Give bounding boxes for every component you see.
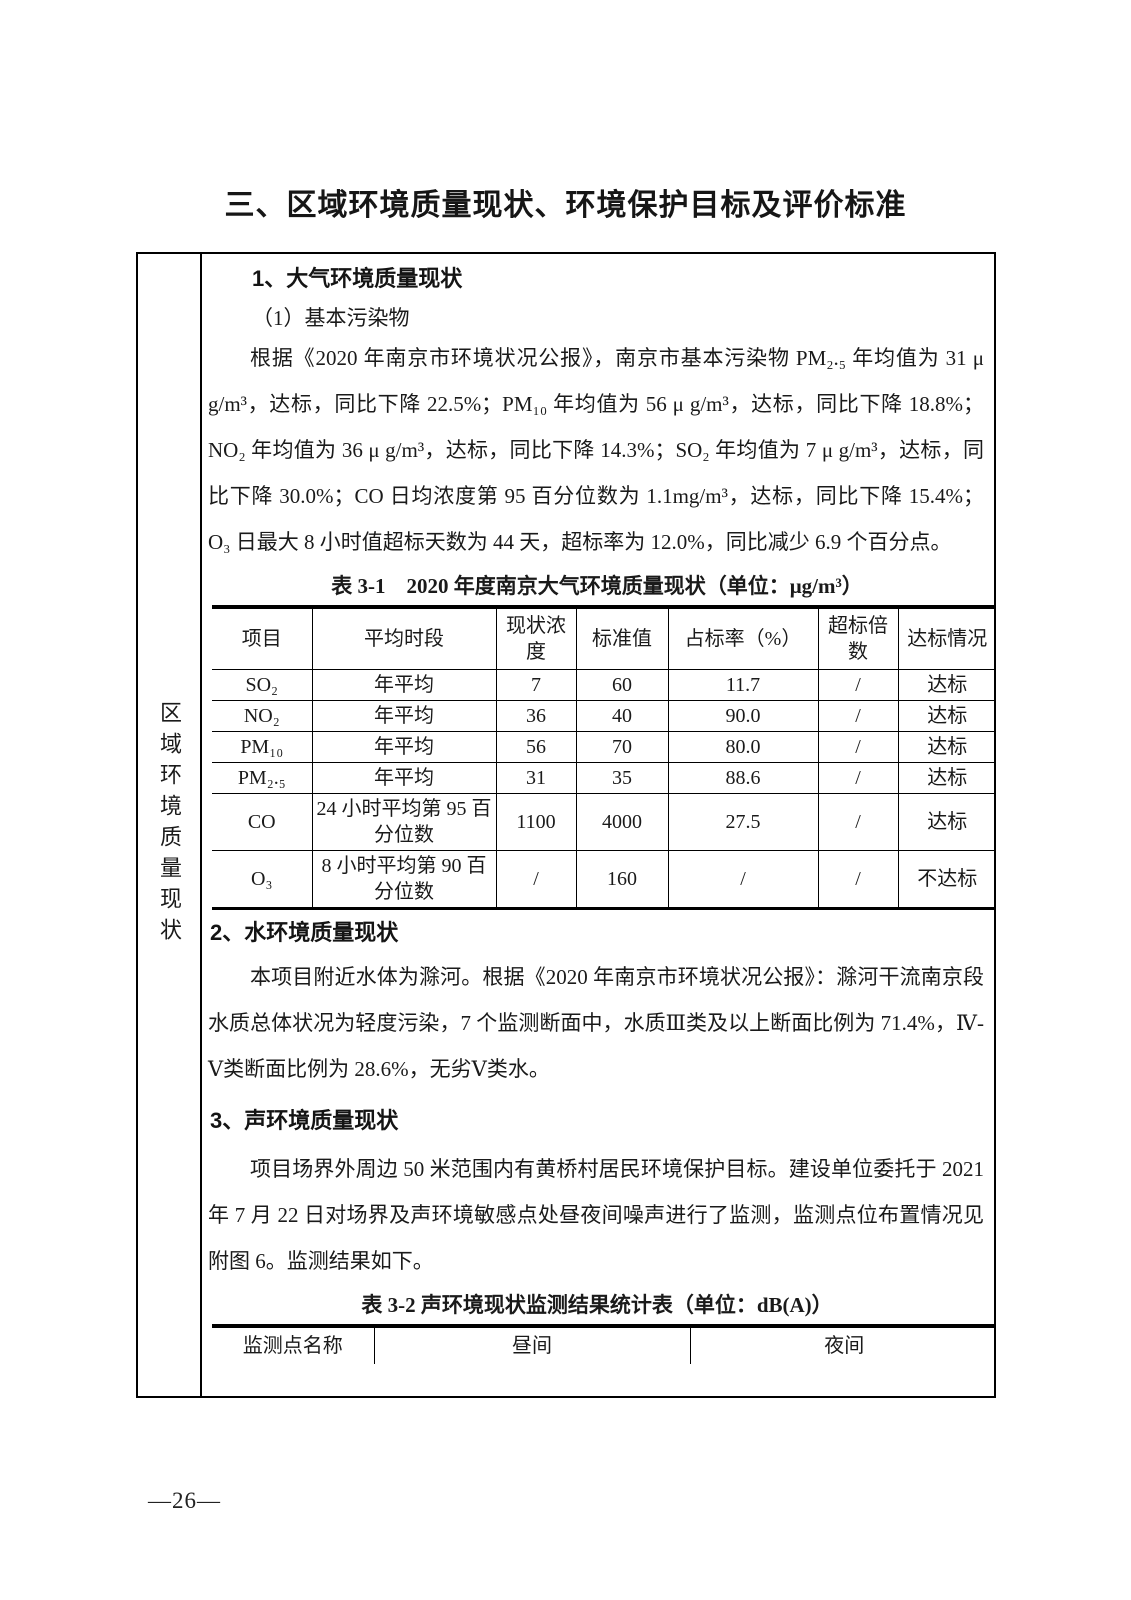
table-cell: 36 [495,699,577,732]
table-cell: 35 [575,761,669,794]
column-header: 现状浓度 [495,607,577,670]
table-cell: 88.6 [667,761,819,794]
table2-title: 表 3-2 声环境现状监测结果统计表（单位：dB(A)） [361,1292,833,1317]
table-cell: 60 [575,668,669,701]
table-cell: / [817,792,899,851]
page-title: 三、区域环境质量现状、环境保护目标及评价标准 [224,189,907,222]
table-cell: 达标 [897,730,994,763]
section-water-heading: 2、水环境质量现状 [210,919,399,945]
table-cell: 达标 [897,761,994,794]
table-cell: PM₂.₅ [212,761,313,794]
main-content-cell: 1、大气环境质量现状 （1）基本污染物 根据《2020 年南京市环境状况公报》，… [202,254,994,1396]
table-row: CO 24 小时平均第 95 百分位数 1100 4000 27.5 / 达标 [212,792,994,851]
table-cell: / [817,668,899,701]
column-header: 项目 [212,607,313,670]
table-cell: CO [212,792,313,851]
table-row: NO₂ 年平均 36 40 90.0 / 达标 [212,699,994,732]
column-header: 占标率（%） [667,607,819,670]
table-cell: 27.5 [667,792,819,851]
table-cell: 年平均 [311,761,497,794]
table-cell: 7 [495,668,577,701]
table-cell: / [667,849,819,908]
table-cell: 达标 [897,668,994,701]
water-paragraph: 本项目附近水体为滁河。根据《2020 年南京市环境状况公报》：滁河干流南京段水质… [208,964,984,1081]
table-cell: 年平均 [311,668,497,701]
table-cell: 达标 [897,792,994,851]
row-header-cell: 区域环境质量现状 [138,254,202,1396]
vertical-row-label: 区域环境质量现状 [157,701,182,949]
air-paragraph: 根据《2020 年南京市环境状况公报》，南京市基本污染物 PM₂.₅ 年均值为 … [208,346,984,554]
table-cell: 40 [575,699,669,732]
column-header: 平均时段 [311,607,497,670]
content-box: 区域环境质量现状 1、大气环境质量现状 （1）基本污染物 根据《2020 年南京… [136,252,996,1398]
table-cell: 11.7 [667,668,819,701]
column-header: 超标倍数 [817,607,899,670]
table1-title: 表 3-1 2020 年度南京大气环境质量现状（单位：μg/m³） [331,574,863,598]
table-cell: 达标 [897,699,994,732]
table-cell: 24 小时平均第 95 百分位数 [311,792,497,851]
table-cell: / [817,849,899,908]
table-row: PM₂.₅ 年平均 31 35 88.6 / 达标 [212,761,994,794]
table-cell: / [495,849,577,908]
column-header: 达标情况 [897,607,994,670]
table-header-row: 项目 平均时段 现状浓度 标准值 占标率（%） 超标倍数 达标情况 [212,607,994,670]
table-row: PM₁₀ 年平均 56 70 80.0 / 达标 [212,730,994,763]
table-cell: / [817,761,899,794]
table-cell: / [817,730,899,763]
noise-monitoring-table: 监测点名称 昼间 夜间 [212,1323,994,1364]
air-quality-table: 项目 平均时段 现状浓度 标准值 占标率（%） 超标倍数 达标情况 SO₂ 年平… [212,605,994,910]
table-cell: 56 [495,730,577,763]
table-cell: 年平均 [311,730,497,763]
table-cell: 90.0 [667,699,819,732]
column-header: 昼间 [373,1325,691,1364]
column-header: 监测点名称 [212,1325,375,1364]
table-cell: 70 [575,730,669,763]
table-row: O₃ 8 小时平均第 90 百分位数 / 160 / / 不达标 [212,849,994,908]
table-cell: 不达标 [897,849,994,908]
table-cell: 1100 [495,792,577,851]
table-cell: / [817,699,899,732]
table-cell: 80.0 [667,730,819,763]
table-cell: 4000 [575,792,669,851]
page-number: —26— [148,1488,221,1513]
table-cell: 8 小时平均第 90 百分位数 [311,849,497,908]
column-header: 夜间 [689,1325,994,1364]
table-row: SO₂ 年平均 7 60 11.7 / 达标 [212,668,994,701]
table-cell: PM₁₀ [212,730,313,763]
section-air-subheading: （1）基本污染物 [252,306,410,330]
section-air-heading: 1、大气环境质量现状 [252,266,463,291]
column-header: 标准值 [575,607,669,670]
table-cell: 年平均 [311,699,497,732]
table-cell: NO₂ [212,699,313,732]
table-header-row: 监测点名称 昼间 夜间 [212,1325,994,1364]
noise-paragraph: 项目场界外周边 50 米范围内有黄桥村居民环境保护目标。建设单位委托于 2021… [208,1156,984,1273]
table-cell: SO₂ [212,668,313,701]
table-cell: 31 [495,761,577,794]
section-noise-heading: 3、声环境质量现状 [210,1107,399,1133]
table-cell: 160 [575,849,669,908]
table-cell: O₃ [212,849,313,908]
